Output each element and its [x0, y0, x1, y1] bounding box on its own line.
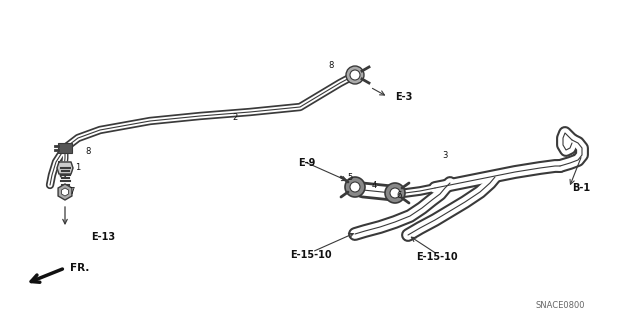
Text: 2: 2 [232, 113, 237, 122]
Polygon shape [57, 162, 73, 174]
Text: 6: 6 [396, 191, 402, 201]
Text: B-1: B-1 [572, 183, 590, 193]
Text: E-13: E-13 [91, 232, 115, 242]
Text: 8: 8 [85, 147, 91, 157]
Circle shape [350, 70, 360, 80]
Circle shape [350, 182, 360, 192]
Circle shape [390, 188, 400, 198]
Text: 8: 8 [328, 61, 333, 70]
Circle shape [385, 183, 405, 203]
Circle shape [345, 177, 365, 197]
Text: E-15-10: E-15-10 [290, 250, 332, 260]
Text: 4: 4 [371, 182, 376, 190]
Text: 3: 3 [442, 151, 448, 160]
Text: E-15-10: E-15-10 [416, 252, 458, 262]
Bar [58, 143, 72, 153]
Text: E-3: E-3 [395, 92, 412, 102]
Text: 5: 5 [348, 174, 353, 182]
Text: 7: 7 [69, 188, 75, 197]
Text: SNACE0800: SNACE0800 [535, 300, 585, 309]
Text: 1: 1 [76, 164, 81, 173]
Text: E-9: E-9 [298, 158, 316, 168]
Circle shape [346, 66, 364, 84]
Text: FR.: FR. [70, 263, 90, 273]
